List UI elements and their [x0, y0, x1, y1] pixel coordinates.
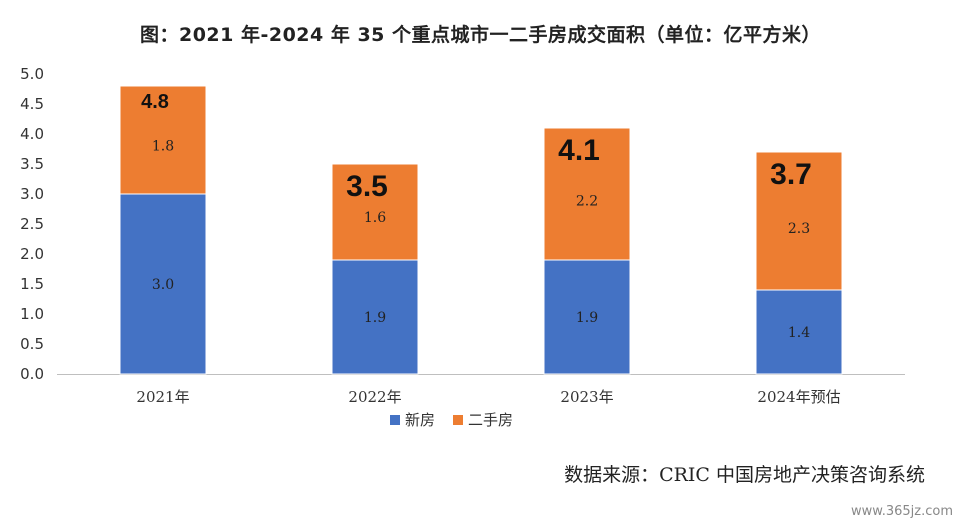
data-label-new-2: 1.9	[576, 310, 598, 326]
x-category-label-2: 2023年	[560, 388, 613, 406]
bar-new-0	[119, 193, 207, 375]
chart-title: 图：2021 年-2024 年 35 个重点城市一二手房成交面积（单位：亿平方米…	[139, 24, 822, 46]
y-tick-label-1: 0.5	[20, 335, 44, 353]
y-tick-label-5: 2.5	[20, 215, 44, 233]
y-tick-label-4: 2.0	[20, 245, 44, 263]
total-label-0: 4.8	[141, 91, 169, 113]
y-tick-label-7: 3.5	[20, 155, 44, 173]
bar-new-3	[755, 289, 843, 375]
x-category-label-1: 2022年	[348, 388, 401, 406]
x-category-label-3: 2024年预估	[757, 388, 840, 406]
data-label-resale-2: 2.2	[576, 194, 598, 210]
y-tick-label-10: 5.0	[20, 65, 44, 83]
data-label-new-1: 1.9	[364, 310, 386, 326]
source-note: 数据来源：CRIC 中国房地产决策咨询系统	[564, 464, 925, 486]
legend-swatch-resale	[453, 415, 463, 425]
x-axis: 2021年 2022年 2023年 2024年预估	[57, 374, 905, 406]
y-tick-label-6: 3.0	[20, 185, 44, 203]
y-tick-label-3: 1.5	[20, 275, 44, 293]
bar-resale-2	[543, 127, 631, 261]
x-category-label-0: 2021年	[136, 388, 189, 406]
y-tick-label-9: 4.5	[20, 95, 44, 113]
y-tick-label-2: 1.0	[20, 305, 44, 323]
total-label-1: 3.5	[346, 170, 388, 203]
data-label-new-0: 3.0	[152, 277, 174, 293]
watermark: www.365jz.com	[851, 504, 953, 519]
y-axis: 0.0 0.5 1.0 1.5 2.0 2.5 3.0 3.5 4.0 4.5 5.0	[20, 65, 44, 383]
total-label-2: 4.1	[558, 134, 600, 167]
data-label-resale-1: 1.6	[364, 210, 386, 226]
data-label-new-3: 1.4	[788, 325, 810, 341]
legend: 新房 二手房	[390, 411, 513, 429]
total-label-3: 3.7	[770, 158, 812, 191]
data-label-resale-3: 2.3	[788, 221, 810, 237]
data-label-resale-0: 1.8	[152, 138, 174, 154]
bar-new-2	[543, 259, 631, 375]
legend-swatch-new	[390, 415, 400, 425]
legend-label-resale: 二手房	[468, 411, 513, 429]
y-tick-label-8: 4.0	[20, 125, 44, 143]
y-tick-label-0: 0.0	[20, 365, 44, 383]
bar-new-1	[331, 259, 419, 375]
bar-resale-0	[119, 85, 207, 195]
bar-resale-3	[755, 151, 843, 291]
bars: 3.0 1.8 4.8 1.9 1.6 3.5 1.9 2.2 4.1 1.4 2.3 3.7	[119, 85, 843, 375]
bar-resale-1	[331, 163, 419, 261]
legend-label-new: 新房	[405, 411, 435, 429]
